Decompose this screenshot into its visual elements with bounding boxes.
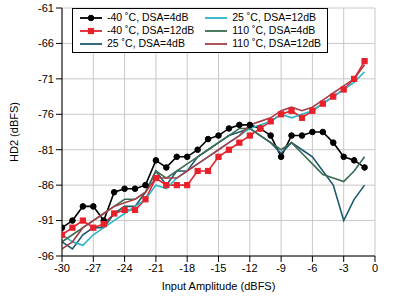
svg-text:-61: -61	[38, 2, 54, 14]
svg-text:-81: -81	[38, 144, 54, 156]
svg-text:-18: -18	[179, 262, 195, 274]
svg-text:-3: -3	[339, 262, 349, 274]
svg-text:-6: -6	[308, 262, 318, 274]
svg-text:-9: -9	[276, 262, 286, 274]
html-text:110 ˚C, DSA=12dB: 110 ˚C, DSA=12dB	[232, 37, 322, 49]
svg-text:0: 0	[372, 262, 378, 274]
html-text:110 ˚C, DSA=4dB: 110 ˚C, DSA=4dB	[232, 24, 316, 36]
svg-text:HD2 (dBFS): HD2 (dBFS)	[8, 102, 20, 162]
svg-text:-12: -12	[242, 262, 258, 274]
svg-text:-66: -66	[38, 37, 54, 49]
html-text:-40 ˚C, DSA=12dB: -40 ˚C, DSA=12dB	[107, 24, 195, 36]
svg-text:-27: -27	[85, 262, 101, 274]
svg-text:-96: -96	[38, 250, 54, 262]
svg-text:-86: -86	[38, 179, 54, 191]
svg-text:-30: -30	[54, 262, 70, 274]
svg-text:-21: -21	[148, 262, 164, 274]
svg-text:-71: -71	[38, 73, 54, 85]
svg-text:-15: -15	[211, 262, 227, 274]
html-text:25 ˚C, DSA=12dB: 25 ˚C, DSA=12dB	[232, 11, 316, 23]
svg-text:Input Amplitude (dBFS): Input Amplitude (dBFS)	[162, 280, 276, 292]
svg-text:-91: -91	[38, 214, 54, 226]
svg-text:-24: -24	[117, 262, 133, 274]
svg-text:-76: -76	[38, 108, 54, 120]
html-text:25 ˚C, DSA=4dB: 25 ˚C, DSA=4dB	[107, 37, 185, 49]
html-text:-40 ˚C, DSA=4dB: -40 ˚C, DSA=4dB	[107, 11, 189, 23]
